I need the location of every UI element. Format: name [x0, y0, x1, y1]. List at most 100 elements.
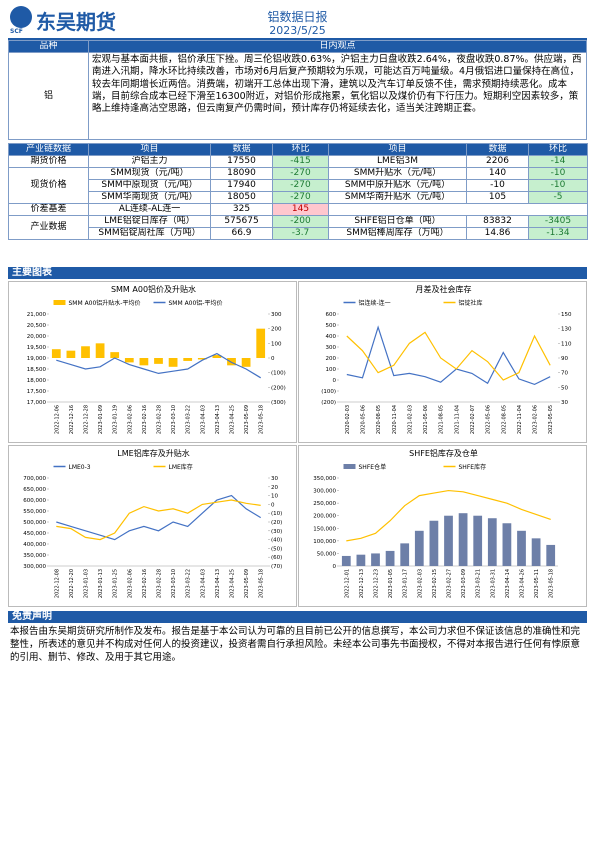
x-tick-label: 2022-12-06 — [54, 405, 60, 434]
header-row: 产业链数据 项目 数据 环比 项目 数据 环比 — [8, 143, 588, 156]
row: 价差基差 AL连续-AL连一 325 145 — [8, 203, 588, 216]
x-tick-label: 2022-12-16 — [69, 405, 75, 434]
tick-label: (10) — [271, 511, 282, 517]
group-cell: 期货价格 — [8, 155, 89, 168]
cell: SMM铝棒周库存（万吨） — [328, 227, 467, 240]
chart: SHFE铝库存及仓单 SHFE仓单 SHFE库存 0 50,000 100,000 150,… — [298, 445, 587, 607]
x-tick-label: 2023-03-21 — [476, 569, 482, 598]
cell: 66.9 — [210, 227, 273, 240]
tick-label: 20 — [271, 485, 278, 491]
x-tick-label: 2023-04-03 — [200, 569, 206, 598]
x-tick-label: 2023-02-06 — [533, 405, 539, 434]
cell: -3405 — [528, 215, 588, 228]
bar — [183, 358, 193, 361]
tick-label: 0 — [333, 564, 337, 570]
chart-title: LME铝库存及升贴水 — [117, 448, 189, 458]
header-cell: 品种 — [8, 40, 89, 53]
x-tick-label: 2023-01-19 — [113, 405, 119, 434]
tick-label: 100,000 — [313, 539, 336, 545]
bar — [356, 554, 366, 566]
line — [346, 325, 551, 386]
cell: 18090 — [210, 167, 273, 180]
tick-label: 70 — [561, 371, 568, 377]
tick-label: 90 — [561, 356, 568, 362]
bar — [414, 530, 424, 566]
cell: -270 — [272, 167, 329, 180]
logo: 东吴期货 — [36, 10, 116, 34]
disclaimer-title: 免责声明 — [8, 611, 587, 623]
cell: SMM铝锭周社库（万吨） — [88, 227, 211, 240]
x-tick-label: 2023-04-25 — [230, 569, 236, 598]
chart-title: SMM A00铝价及升贴水 — [111, 284, 196, 294]
header-cell: 项目 — [88, 143, 211, 156]
x-tick-label: 2023-01-09 — [98, 405, 104, 434]
x-tick-label: 2023-05-18 — [259, 405, 265, 434]
bar — [227, 358, 236, 366]
x-tick-label: 2020-11-04 — [392, 405, 398, 434]
bar — [95, 343, 105, 358]
tick-label: (100) — [271, 371, 286, 377]
tick-label: 18,000 — [27, 378, 47, 384]
legend-label: SMM A00铝升贴水-平均价 — [69, 299, 141, 307]
tick-label: 19,500 — [27, 345, 47, 351]
x-tick-label: 2023-02-16 — [142, 569, 148, 598]
tick-label: (30) — [271, 529, 282, 535]
x-tick-label: 2023-01-13 — [98, 569, 104, 598]
cell: 18050 — [210, 191, 273, 204]
tick-label: 650,000 — [23, 487, 46, 493]
header-cell: 数据 — [466, 143, 529, 156]
x-tick-label: 2020-08-05 — [376, 405, 382, 434]
x-tick-label: 2023-05-09 — [244, 569, 250, 598]
row: SMM铝锭周社库（万吨） 66.9 -3.7 SMM铝棒周库存（万吨） 14.86 -1.… — [9, 227, 588, 240]
x-tick-label: 2023-05-09 — [244, 405, 250, 434]
view-text: 宏观与基本面共振，铝价承压下挫。周三伦铝收跌0.63%，沪铝主力日盘收跌2.64… — [88, 52, 587, 140]
bar — [546, 544, 556, 566]
tick-label: 300 — [271, 312, 282, 318]
group-cell: 价差基差 — [8, 203, 89, 216]
tick-label: 0 — [271, 356, 275, 362]
tick-label: (60) — [271, 555, 282, 561]
bar — [256, 328, 266, 358]
bar — [154, 358, 163, 364]
row: SMM华南现货（元/吨） 18050 -270 SMM华南升贴水（元/吨） 105 -5 — [9, 191, 588, 204]
bar — [81, 346, 90, 358]
bar — [341, 555, 351, 566]
tick-label: 450,000 — [23, 531, 46, 537]
legend-swatch — [53, 300, 66, 305]
cell: 17550 — [210, 155, 273, 168]
x-tick-label: 2023-02-28 — [157, 405, 163, 434]
cell: -415 — [272, 155, 329, 168]
x-tick-label: 2023-02-15 — [432, 569, 438, 598]
x-tick-label: 2023-02-03 — [417, 569, 423, 598]
x-tick-label: 2023-03-10 — [171, 569, 177, 598]
legend-label: 铝连续-连一 — [359, 299, 391, 307]
tick-label: 110 — [561, 341, 572, 347]
cell: 83832 — [466, 215, 529, 228]
tick-label: 10 — [271, 494, 278, 500]
legend-label: SHFE仓单 — [359, 463, 387, 471]
title: 铝数据日报 — [267, 10, 328, 24]
x-tick-label: 2023-02-16 — [142, 405, 148, 434]
tick-label: (200) — [271, 385, 286, 391]
tick-label: 350,000 — [313, 476, 336, 482]
tick-label: 400,000 — [23, 542, 46, 548]
tick-label: 600,000 — [23, 498, 46, 504]
tick-label: 550,000 — [23, 509, 46, 515]
row: 现货价格 SMM现货（元/吨） 18090 -270 SMM升贴水（元/吨） 140 -10 — [8, 167, 588, 204]
tick-label: (40) — [271, 538, 282, 544]
x-tick-label: 2023-02-28 — [157, 569, 163, 598]
cell: -200 — [272, 215, 329, 228]
tick-label: 500,000 — [23, 520, 46, 526]
legend-label: SHFE库存 — [459, 463, 487, 471]
x-tick-label: 2023-04-25 — [230, 405, 236, 434]
bar — [51, 349, 61, 358]
x-tick-label: 2023-02-27 — [447, 569, 453, 598]
x-tick-label: 2022-12-23 — [374, 569, 380, 598]
bar — [212, 355, 222, 358]
tick-label: 150 — [561, 312, 572, 318]
empty-cell — [328, 203, 588, 216]
cell: -270 — [272, 179, 329, 192]
chart-title: 月差及社会库存 — [416, 284, 472, 294]
chart: SMM A00铝价及升贴水 SMM A00铝升贴水-平均价 SMM A00铝-平均价… — [8, 281, 297, 443]
tick-label: 700,000 — [23, 476, 46, 482]
